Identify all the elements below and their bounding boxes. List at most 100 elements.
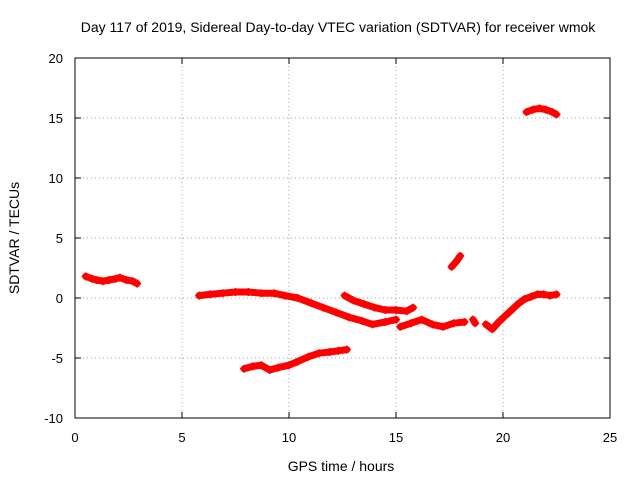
data-point (392, 306, 400, 314)
data-point (325, 348, 334, 356)
data-point (111, 274, 120, 283)
data-point (381, 318, 390, 326)
y-tick-label: 20 (49, 51, 63, 66)
x-axis-label: GPS time / hours (288, 458, 395, 474)
data-point (248, 362, 257, 371)
series-arc-8 (481, 290, 561, 334)
data-point (334, 346, 343, 355)
data-point (460, 318, 469, 326)
data-point (488, 325, 497, 334)
data-point (409, 303, 418, 312)
x-tick-label: 5 (178, 430, 185, 445)
data-point (293, 357, 302, 366)
data-point (402, 307, 411, 316)
data-point (285, 361, 293, 370)
data-point (280, 291, 289, 300)
data-point (133, 279, 142, 288)
data-point (344, 313, 353, 322)
data-point (507, 306, 516, 314)
data-point (417, 315, 426, 324)
series-arc-1 (81, 272, 142, 288)
data-point (548, 108, 557, 116)
grid (75, 58, 610, 418)
data-point (304, 352, 313, 361)
data-point (92, 276, 101, 284)
series-arc-6 (447, 252, 465, 271)
y-tick-label: 0 (56, 291, 63, 306)
data-point (406, 319, 415, 328)
y-axis-label: SDTVAR / TECUs (6, 182, 22, 294)
x-tick-label: 25 (603, 430, 617, 445)
data-point (257, 289, 266, 298)
data-point (546, 291, 555, 300)
data-point (520, 295, 529, 304)
chart-title: Day 117 of 2019, Sidereal Day-to-day VTE… (81, 19, 597, 35)
data-point (535, 104, 544, 113)
data-point (513, 300, 522, 308)
data-point (340, 291, 349, 300)
series-arc-7 (469, 315, 480, 328)
data-point (231, 288, 240, 296)
data-point (342, 345, 351, 354)
data-point (98, 277, 107, 286)
data-point (481, 320, 490, 329)
data-point (128, 277, 137, 286)
data-point (81, 272, 90, 281)
y-tick-label: 15 (49, 111, 63, 126)
data-point (293, 294, 302, 302)
data-point (501, 312, 510, 320)
x-tick-label: 15 (389, 430, 403, 445)
y-tick-label: 5 (56, 231, 63, 246)
data-point (381, 306, 390, 314)
data-point (270, 289, 279, 298)
data-point (528, 105, 537, 114)
data-point (428, 320, 437, 329)
data-point (274, 363, 283, 372)
ticks: 0 5 10 15 20 25 20 15 10 5 0 -5 -10 (44, 51, 617, 445)
data-point (319, 303, 328, 312)
series-arc-9 (522, 104, 561, 119)
y-tick-label: 10 (49, 171, 63, 186)
x-tick-label: 20 (496, 430, 510, 445)
series-arc-5 (396, 315, 469, 331)
data-point (306, 298, 315, 307)
data-point (332, 308, 341, 317)
data-point (357, 316, 366, 325)
data-point (370, 303, 379, 312)
data-point (265, 366, 274, 374)
data-point (494, 318, 503, 326)
data-point (349, 296, 358, 305)
data-point (522, 108, 531, 116)
data-point (541, 105, 550, 114)
y-tick-label: -10 (44, 411, 63, 426)
series-arc-2 (195, 288, 400, 329)
data-point (439, 322, 448, 331)
data-point (447, 262, 456, 271)
x-tick-label: 10 (282, 430, 296, 445)
data-point (359, 300, 368, 308)
data-point (392, 315, 400, 324)
data-point (314, 349, 323, 358)
data-point (539, 290, 548, 299)
data-point (205, 290, 214, 299)
data-point (257, 361, 266, 370)
x-tick-label: 0 (71, 430, 78, 445)
y-tick-label: -5 (51, 351, 63, 366)
data-point (449, 319, 458, 328)
data-point (471, 319, 480, 328)
data-point (105, 276, 114, 284)
data-point (115, 273, 124, 282)
data-point (526, 292, 535, 301)
data-point (552, 110, 561, 119)
data-point (368, 320, 377, 329)
data-point (88, 274, 97, 283)
data-point (122, 276, 131, 284)
data-point (396, 322, 405, 331)
series-arc-4 (340, 291, 418, 316)
data-point (456, 252, 465, 260)
data-point (451, 258, 460, 266)
data-point (240, 364, 249, 373)
data-point (244, 288, 253, 296)
